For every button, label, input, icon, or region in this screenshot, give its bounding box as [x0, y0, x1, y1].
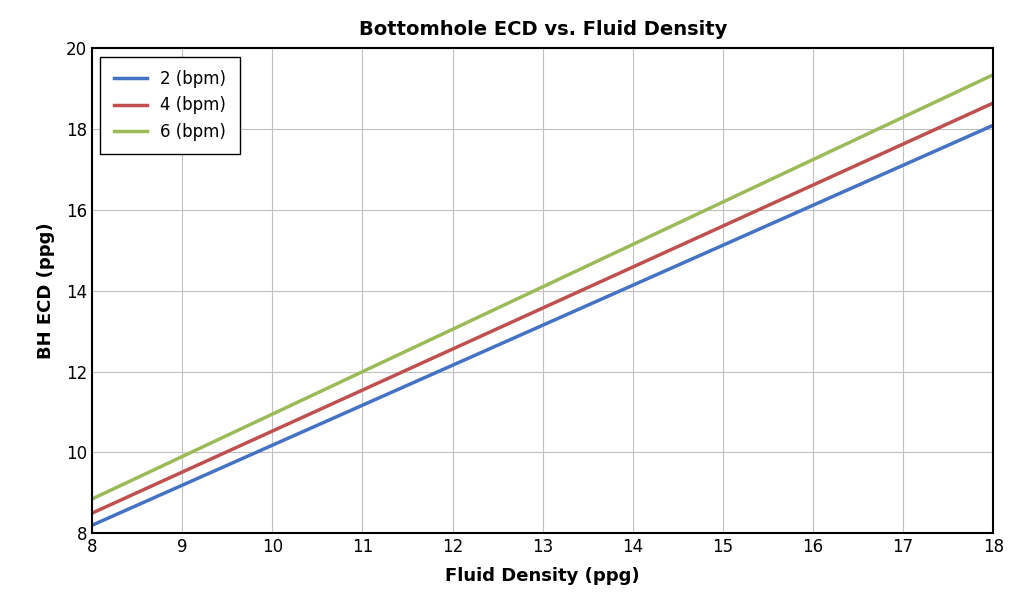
2 (bpm) — [987, 122, 999, 129]
4 (bpm) — [623, 265, 635, 273]
4 (bpm) — [89, 508, 101, 515]
Y-axis label: BH ECD (ppg): BH ECD (ppg) — [37, 222, 55, 359]
Title: Bottomhole ECD vs. Fluid Density: Bottomhole ECD vs. Fluid Density — [358, 19, 727, 39]
2 (bpm) — [903, 159, 915, 166]
Line: 4 (bpm): 4 (bpm) — [92, 103, 993, 513]
6 (bpm) — [987, 71, 999, 78]
2 (bpm) — [89, 520, 101, 527]
2 (bpm) — [623, 284, 635, 291]
4 (bpm) — [846, 164, 858, 171]
X-axis label: Fluid Density (ppg): Fluid Density (ppg) — [445, 567, 640, 585]
4 (bpm) — [620, 267, 632, 274]
6 (bpm) — [89, 494, 101, 501]
Line: 2 (bpm): 2 (bpm) — [92, 125, 993, 525]
6 (bpm) — [846, 138, 858, 145]
4 (bpm) — [987, 99, 999, 107]
2 (bpm) — [638, 277, 650, 284]
2 (bpm) — [846, 184, 858, 191]
4 (bpm) — [903, 138, 915, 145]
6 (bpm) — [620, 244, 632, 251]
4 (bpm) — [86, 510, 98, 517]
Line: 6 (bpm): 6 (bpm) — [92, 75, 993, 499]
4 (bpm) — [638, 259, 650, 266]
Legend: 2 (bpm), 4 (bpm), 6 (bpm): 2 (bpm), 4 (bpm), 6 (bpm) — [100, 57, 240, 154]
2 (bpm) — [86, 522, 98, 529]
6 (bpm) — [86, 495, 98, 502]
6 (bpm) — [623, 243, 635, 250]
2 (bpm) — [620, 285, 632, 292]
6 (bpm) — [638, 236, 650, 243]
6 (bpm) — [903, 111, 915, 118]
